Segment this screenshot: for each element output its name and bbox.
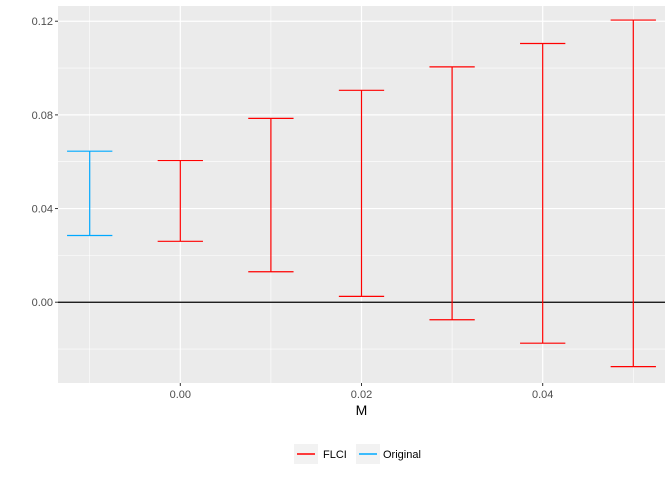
- legend-label: Original: [383, 449, 421, 461]
- error-bar-original: [67, 150, 113, 237]
- y-tick-label: 0.08: [32, 110, 53, 122]
- legend-item-original: Original: [356, 444, 421, 464]
- error-bar-flci: [338, 89, 385, 297]
- x-tick-label: 0.04: [532, 389, 553, 401]
- y-tick-label: 0.04: [32, 204, 53, 216]
- x-axis: 0.00 0.02 0.04: [170, 383, 553, 401]
- legend: FLCI Original: [294, 444, 421, 464]
- legend-label: FLCI: [323, 449, 347, 461]
- y-axis: 0.00 0.04 0.08 0.12: [32, 16, 58, 309]
- error-bar-flci: [157, 159, 203, 242]
- error-bars: [67, 19, 656, 368]
- error-bar-flci: [429, 66, 475, 321]
- error-bar-flci: [610, 19, 656, 368]
- x-tick-label: 0.00: [170, 389, 191, 401]
- x-tick-label: 0.02: [351, 389, 372, 401]
- legend-item-flci: FLCI: [294, 444, 347, 464]
- x-axis-title: M: [356, 402, 368, 418]
- y-tick-label: 0.00: [32, 297, 53, 309]
- error-bar-flci: [520, 42, 566, 344]
- error-bar-flci: [248, 117, 294, 273]
- y-tick-label: 0.12: [32, 16, 53, 28]
